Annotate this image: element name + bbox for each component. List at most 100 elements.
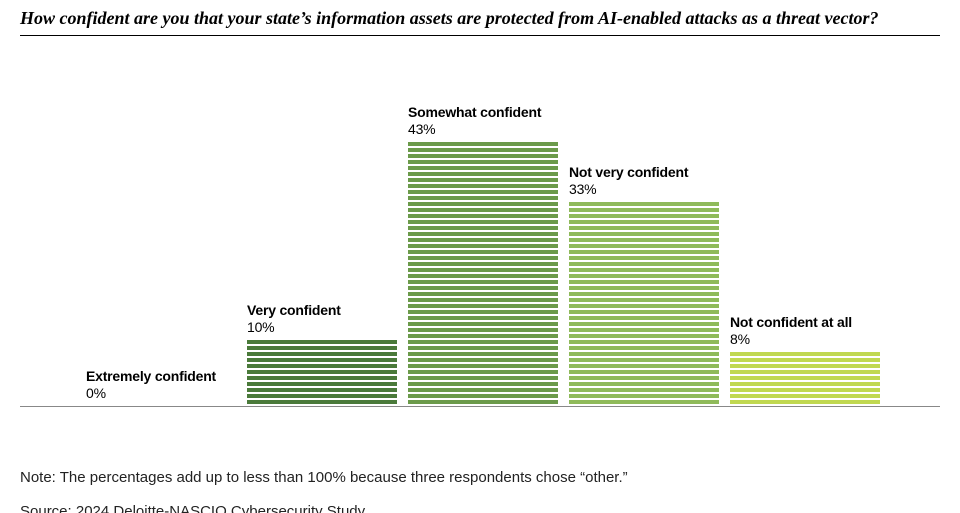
bar-stripe bbox=[408, 214, 558, 218]
bar-stripe bbox=[569, 238, 719, 242]
bar-stripe bbox=[408, 148, 558, 152]
bar-stripe bbox=[408, 202, 558, 206]
bar-stripe bbox=[730, 400, 880, 404]
bar-stripe bbox=[408, 166, 558, 170]
bar-stripe bbox=[569, 322, 719, 326]
bar-stripe bbox=[247, 400, 397, 404]
bar-stripe bbox=[569, 244, 719, 248]
bar-stripe bbox=[569, 340, 719, 344]
bar-stripe bbox=[569, 304, 719, 308]
bar-value: 8% bbox=[730, 332, 880, 347]
bar-stripe bbox=[408, 298, 558, 302]
bar-stripe bbox=[569, 280, 719, 284]
bar bbox=[730, 352, 880, 406]
bar-stripe bbox=[408, 184, 558, 188]
bar-stripe bbox=[730, 376, 880, 380]
bar-stripe bbox=[408, 388, 558, 392]
bar-stripe bbox=[730, 394, 880, 398]
bar-stripe bbox=[408, 274, 558, 278]
bar-stripe bbox=[569, 286, 719, 290]
bar-stripe bbox=[247, 352, 397, 356]
bar-label: Very confident bbox=[247, 303, 397, 318]
bar-stripe bbox=[247, 346, 397, 350]
bar-stripe bbox=[730, 352, 880, 356]
bar-stripe bbox=[569, 376, 719, 380]
bar-stripe bbox=[408, 262, 558, 266]
bar-stripe bbox=[569, 382, 719, 386]
bar-stripe bbox=[408, 160, 558, 164]
bar-stripe bbox=[408, 238, 558, 242]
bar-stripe bbox=[569, 214, 719, 218]
bar-stripe bbox=[408, 172, 558, 176]
bar-stripe bbox=[408, 250, 558, 254]
bar-stripe bbox=[408, 244, 558, 248]
bar-stripe bbox=[408, 310, 558, 314]
bar-stripe bbox=[408, 352, 558, 356]
bar-stripe bbox=[408, 154, 558, 158]
bar-stripe bbox=[408, 340, 558, 344]
page: How confident are you that your state’s … bbox=[0, 0, 960, 513]
x-axis-line bbox=[20, 406, 940, 407]
bar-stripe bbox=[408, 142, 558, 146]
bar-value: 43% bbox=[408, 122, 558, 137]
bar-stripe bbox=[569, 298, 719, 302]
bar-stripe bbox=[569, 334, 719, 338]
bar-stripe bbox=[569, 226, 719, 230]
bar-value: 33% bbox=[569, 182, 719, 197]
bar-stripe bbox=[408, 400, 558, 404]
bar-stripe bbox=[247, 388, 397, 392]
source-text: Source: 2024 Deloitte-NASCIO Cybersecuri… bbox=[20, 502, 940, 513]
bar-stripe bbox=[408, 334, 558, 338]
bar-stripe bbox=[569, 400, 719, 404]
bar-stripe bbox=[408, 394, 558, 398]
bar-stripe bbox=[730, 370, 880, 374]
bar-stripe bbox=[569, 316, 719, 320]
bar-stripe bbox=[569, 388, 719, 392]
bar-stripe bbox=[408, 376, 558, 380]
bar-stripe bbox=[408, 178, 558, 182]
bar-stripe bbox=[408, 196, 558, 200]
bar bbox=[408, 142, 558, 406]
bar-stripe bbox=[730, 358, 880, 362]
bar-stripe bbox=[569, 346, 719, 350]
bar-stripe bbox=[408, 346, 558, 350]
bar-stripe bbox=[569, 364, 719, 368]
bar-stripe bbox=[408, 280, 558, 284]
bar-group: Very confident10% bbox=[247, 303, 397, 406]
bar-stripe bbox=[730, 388, 880, 392]
bar-stripe bbox=[247, 382, 397, 386]
bar-stripe bbox=[408, 322, 558, 326]
bar-stripe bbox=[247, 370, 397, 374]
bar-stripe bbox=[247, 358, 397, 362]
bar-label: Somewhat confident bbox=[408, 105, 558, 120]
bar-stripe bbox=[569, 370, 719, 374]
bar-value: 0% bbox=[86, 386, 236, 401]
bar bbox=[569, 202, 719, 406]
bar-stripe bbox=[730, 382, 880, 386]
bar-stripe bbox=[569, 328, 719, 332]
bar-stripe bbox=[569, 262, 719, 266]
bar-stripe bbox=[569, 358, 719, 362]
chart-title: How confident are you that your state’s … bbox=[20, 8, 940, 29]
bar-stripe bbox=[569, 208, 719, 212]
note-text: Note: The percentages add up to less tha… bbox=[20, 468, 940, 488]
bar-stripe bbox=[569, 256, 719, 260]
bar bbox=[247, 340, 397, 406]
bar-stripe bbox=[247, 364, 397, 368]
bar-stripe bbox=[408, 286, 558, 290]
bar-stripe bbox=[569, 274, 719, 278]
bar-stripe bbox=[408, 370, 558, 374]
bar-stripe bbox=[408, 268, 558, 272]
bar-group: Extremely confident 0% bbox=[86, 369, 236, 406]
bar-stripe bbox=[569, 394, 719, 398]
bar-stripe bbox=[247, 376, 397, 380]
bar-stripe bbox=[408, 364, 558, 368]
bar-label: Extremely confident bbox=[86, 369, 236, 384]
bar-stripe bbox=[408, 316, 558, 320]
bar-stripe bbox=[730, 364, 880, 368]
bar-stripe bbox=[408, 304, 558, 308]
bar-group: Not confident at all8% bbox=[730, 315, 880, 406]
chart-area: Extremely confident 0% Very confident10% So… bbox=[20, 36, 940, 406]
bar-stripe bbox=[569, 232, 719, 236]
bar-label: Not very confident bbox=[569, 165, 719, 180]
